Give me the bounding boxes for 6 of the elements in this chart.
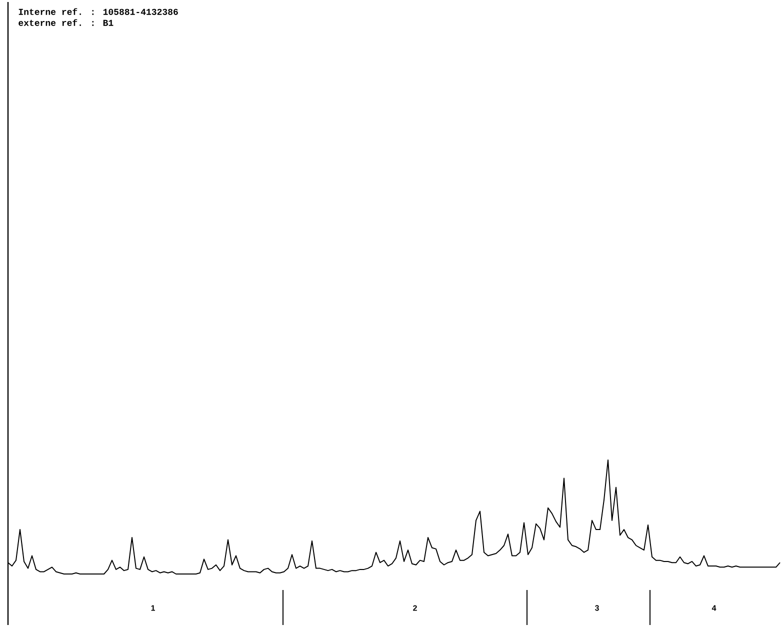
text: Interne ref. : 105881-4132386 [18, 8, 178, 15]
text: 2 [413, 605, 417, 611]
text: 1 [151, 605, 155, 611]
text: 3 [594, 605, 599, 611]
text: 4 [712, 605, 716, 611]
text: externe ref. : B1 [18, 19, 114, 26]
